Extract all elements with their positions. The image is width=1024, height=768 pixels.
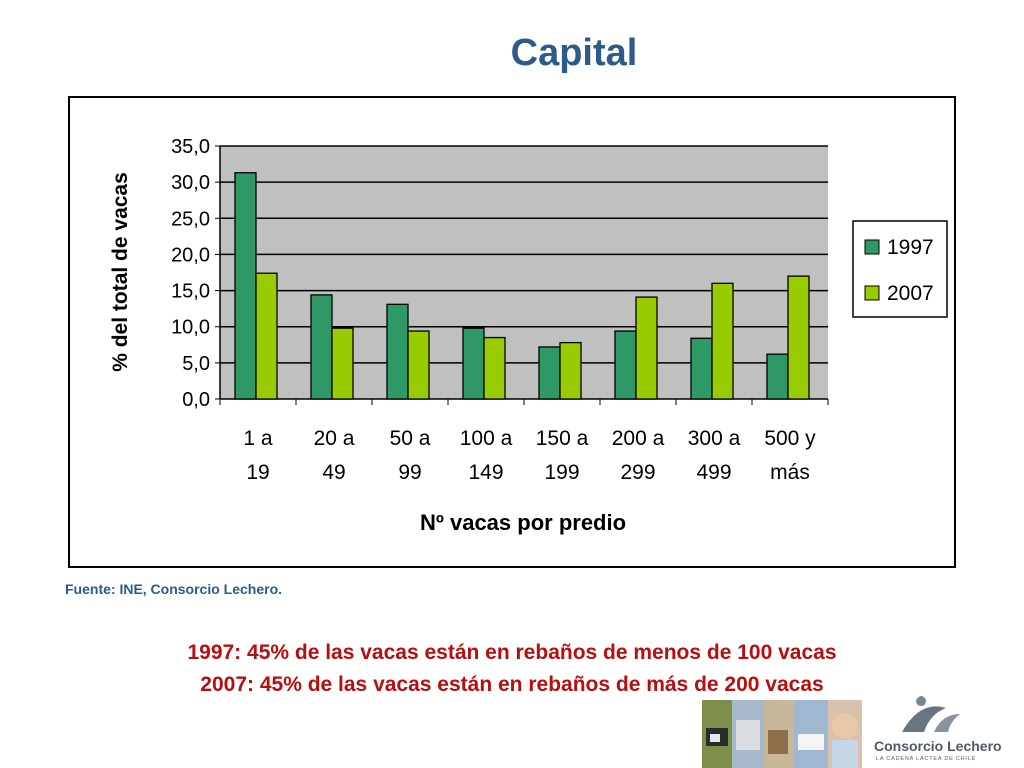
- bar-chart: 0,0 5,0 10,0 15,0 20,0 25,0 30,0 35,0 1 a 19 20 a 4…: [109, 136, 948, 535]
- y-tick-label: 35,0: [171, 136, 210, 158]
- consorcio-lechero-logo: Consorcio Lechero LA CADENA LÁCTEA DE CH…: [872, 692, 1022, 768]
- x-tick-label: 299: [620, 461, 655, 484]
- bar-2007-3: [483, 336, 506, 400]
- bar-2007-0: [255, 272, 278, 400]
- y-tick-label: 5,0: [182, 353, 210, 375]
- y-tick-label: 20,0: [171, 244, 210, 266]
- bar-2007-6: [711, 282, 734, 400]
- conclusion-1997: 1997: 45% de las vacas están en rebaños …: [187, 641, 837, 664]
- dairy-photo-strip: [702, 700, 862, 768]
- bar-2007-5: [635, 296, 658, 400]
- x-tick-label: 300 a: [688, 427, 741, 450]
- bar-1997-2: [386, 303, 409, 400]
- bar-2007-4: [559, 341, 582, 400]
- bar-1997-6: [690, 337, 713, 400]
- bar-1997-0: [234, 172, 257, 400]
- slide-title: Capital: [510, 32, 638, 74]
- y-axis-title: % del total de vacas: [109, 172, 132, 372]
- milk-drop-logo-mark: [902, 696, 960, 732]
- x-tick-label: 200 a: [612, 427, 665, 450]
- x-tick-label: 149: [468, 461, 503, 484]
- dairy-photo-collage: [702, 700, 862, 768]
- y-tick-label: 10,0: [171, 317, 210, 339]
- x-axis-title: Nº vacas por predio: [420, 510, 626, 535]
- bar-1997-7: [766, 353, 789, 400]
- x-tick-label: 100 a: [460, 427, 513, 450]
- bar-1997-3: [462, 327, 485, 400]
- bar-1997-1: [310, 294, 333, 400]
- logo-tagline: LA CADENA LÁCTEA DE CHILE: [876, 756, 977, 762]
- y-tick-label: 25,0: [171, 208, 210, 230]
- x-tick-label: 500 y: [764, 427, 816, 450]
- legend-swatch-2007: [864, 285, 880, 301]
- x-tick-label: 49: [322, 461, 345, 484]
- legend-label-1997: 1997: [887, 236, 934, 259]
- x-tick-label: 499: [696, 461, 731, 484]
- x-tick-label: más: [770, 461, 810, 484]
- bar-2007-1: [331, 327, 354, 400]
- bar-2007-7: [787, 275, 810, 400]
- source-note: Fuente: INE, Consorcio Lechero.: [65, 581, 283, 597]
- x-tick-label: 20 a: [314, 427, 355, 450]
- bar-1997-5: [614, 330, 637, 400]
- x-tick-label: 19: [246, 461, 269, 484]
- x-tick-label: 99: [398, 461, 421, 484]
- x-tick-label: 150 a: [536, 427, 589, 450]
- y-tick-label: 15,0: [171, 281, 210, 303]
- logo-name: Consorcio Lechero: [874, 738, 1002, 754]
- legend-swatch-1997: [864, 239, 880, 255]
- x-tick-label: 50 a: [390, 427, 431, 450]
- y-tick-label: 0,0: [182, 389, 210, 411]
- chart-frame: 0,0 5,0 10,0 15,0 20,0 25,0 30,0 35,0 1 a 19 20 a 4…: [68, 96, 956, 568]
- bar-1997-4: [538, 346, 561, 400]
- x-tick-label: 199: [544, 461, 579, 484]
- legend-box: [852, 220, 948, 318]
- bar-2007-2: [407, 330, 430, 400]
- legend-label-2007: 2007: [887, 282, 934, 305]
- x-tick-label: 1 a: [243, 427, 273, 450]
- conclusion-2007: 2007: 45% de las vacas están en rebaños …: [200, 673, 824, 696]
- y-tick-label: 30,0: [171, 172, 210, 194]
